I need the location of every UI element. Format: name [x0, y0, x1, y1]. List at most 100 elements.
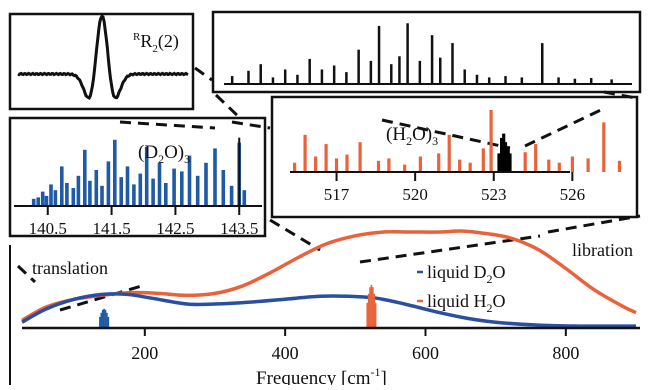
- series-liquid-d2o-curve: [21, 292, 636, 328]
- spectral-peak: [586, 158, 590, 172]
- spectral-peak: [547, 159, 551, 172]
- d2o3-peaks: [31, 137, 247, 206]
- spectral-peak: [345, 154, 349, 172]
- h2o3-inset-frame: [270, 95, 639, 219]
- spectral-peak: [100, 185, 104, 206]
- spectral-peak: [125, 166, 130, 206]
- spectral-peak: [94, 170, 99, 206]
- spectral-peak: [49, 184, 53, 206]
- spectral-peak: [489, 110, 493, 172]
- spectral-peak: [40, 191, 45, 206]
- spectral-peak: [88, 180, 92, 206]
- rr2-label: RR2(2): [133, 31, 179, 55]
- marker-peak: [503, 142, 508, 172]
- tick-label: 142.5: [156, 219, 194, 238]
- stick-clusters: [99, 284, 377, 328]
- legend-label-h2o: liquid H2O: [427, 291, 506, 315]
- spectral-peak: [403, 164, 407, 172]
- spectral-peak: [602, 122, 606, 172]
- main-x-ticks: 200 400 600 800: [131, 328, 579, 363]
- main-spectrum: 200 400 600 800 translation libration liqui…: [9, 229, 640, 389]
- marker-peak: [502, 133, 506, 172]
- spectral-peak: [76, 175, 81, 206]
- marker-peak: [508, 153, 512, 172]
- d2o3-ticks: 140.5 141.5 142.5 143.5: [29, 206, 258, 238]
- spectral-peak: [358, 142, 362, 172]
- spectral-peak: [387, 158, 391, 172]
- spectral-peak: [36, 197, 40, 206]
- spectral-peak: [195, 175, 200, 206]
- marker-peak: [497, 153, 501, 172]
- series-liquid-h2o-curve: [21, 229, 637, 322]
- tick-label: 526: [560, 185, 586, 204]
- spectral-peak: [157, 162, 162, 206]
- spectral-peak: [144, 147, 149, 206]
- spectral-peak: [132, 184, 136, 206]
- spectral-peak: [53, 190, 58, 206]
- spectral-peak: [242, 190, 247, 206]
- spectral-peak: [523, 152, 527, 172]
- spectral-peak: [60, 166, 64, 206]
- rr2-lineshape-curve: [17, 14, 189, 101]
- spectral-peak: [376, 160, 381, 172]
- tick-label: 520: [402, 185, 428, 204]
- spectral-peak: [44, 195, 49, 206]
- spectral-peak: [570, 156, 574, 172]
- tick-label: 517: [324, 185, 350, 204]
- spectral-peak: [557, 162, 561, 172]
- spectral-peak: [204, 162, 208, 206]
- main-tick-label: 200: [131, 343, 158, 363]
- d2o3-inset-frame: [8, 116, 267, 238]
- spectral-peak: [221, 170, 226, 206]
- spectral-peak: [113, 139, 117, 206]
- rr2-inset: RR2(2): [8, 12, 195, 111]
- zoom-guide-lines: [16, 66, 641, 312]
- tick-label: 143.5: [220, 219, 258, 238]
- legend-label-d2o: liquid D2O: [427, 262, 506, 286]
- spectral-peak: [229, 185, 234, 206]
- marker-peak: [500, 137, 504, 172]
- spectral-peak: [534, 144, 538, 172]
- spectral-peak: [180, 171, 184, 206]
- main-tick-label: 600: [412, 343, 439, 363]
- d2o3-inset: 140.5 141.5 142.5 143.5 (D2O)3: [8, 116, 267, 238]
- tick-label: 141.5: [92, 219, 130, 238]
- spectral-peak: [314, 156, 318, 172]
- main-tick-label: 400: [272, 343, 299, 363]
- spectral-peak: [119, 177, 123, 206]
- spectral-peak: [65, 183, 69, 206]
- spectral-peak: [418, 156, 422, 172]
- h2o3-label: (H2O)3: [386, 124, 438, 148]
- d2o3-label: (D2O)3: [138, 142, 190, 166]
- x-axis-title: Frequency [cm-1]: [256, 365, 387, 385]
- spectral-peak: [468, 162, 472, 172]
- spectral-peak: [172, 168, 176, 206]
- marker-peak: [506, 147, 510, 172]
- spectral-peak: [437, 153, 441, 172]
- spectral-peak: [187, 155, 192, 206]
- annotation-translation: translation: [32, 258, 108, 278]
- h2o3-inset: 517 520 523 526 (H2O)3: [270, 95, 639, 219]
- h2o3-ticks: 517 520 523 526: [324, 172, 585, 204]
- spectral-peak: [334, 158, 339, 172]
- overview-peaks: [224, 23, 632, 85]
- spectral-peak: [213, 148, 217, 206]
- h2o3-peaks: [293, 110, 622, 172]
- spectral-peak: [106, 161, 111, 206]
- overview-inset: [211, 10, 642, 94]
- spectral-peak: [31, 198, 36, 206]
- spectral-peak: [447, 134, 451, 172]
- spectral-peak: [151, 178, 155, 206]
- tick-label: 140.5: [29, 219, 67, 238]
- main-tick-label: 800: [552, 343, 579, 363]
- rr2-inset-frame: [8, 12, 195, 111]
- spectral-peak: [458, 159, 462, 172]
- spectral-peak: [303, 134, 307, 172]
- spectral-peak: [617, 160, 622, 172]
- spectral-peak: [481, 148, 485, 172]
- overview-inset-frame: [211, 10, 642, 94]
- spectral-peak: [83, 149, 87, 206]
- spectral-peak: [164, 183, 168, 206]
- spectral-peak: [324, 144, 328, 172]
